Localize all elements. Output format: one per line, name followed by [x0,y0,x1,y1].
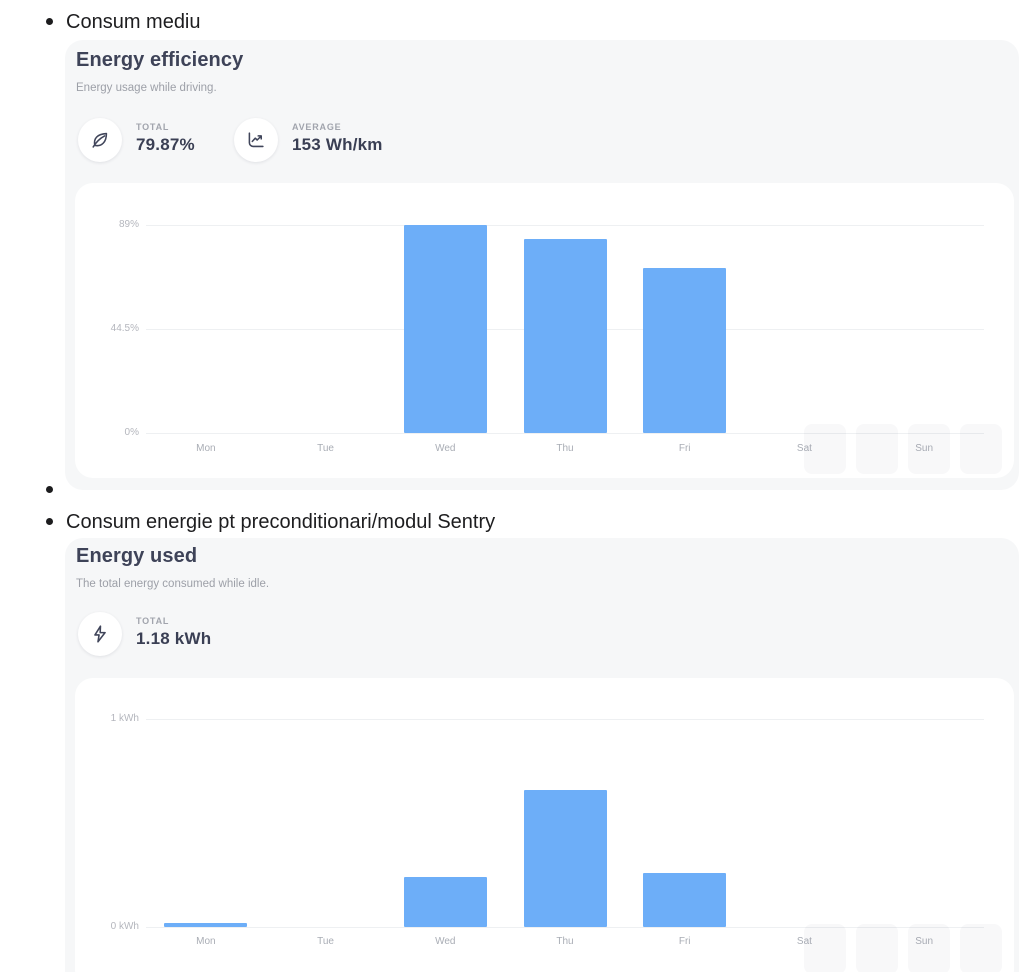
y-axis-tick-label: 1 kWh [110,713,139,724]
x-axis-tick-label: Tue [317,936,334,947]
x-axis-tick-label: Sun [915,936,934,947]
stat-label: TOTAL [136,616,170,626]
watermark-block [908,424,950,474]
energy-used-card: Energy used The total energy consumed wh… [65,538,1019,972]
watermark-block [804,924,846,972]
chart-watermark [804,924,1002,972]
x-axis-tick-label: Fri [678,443,691,454]
watermark-block [960,424,1002,474]
stat-icon-circle [78,118,122,162]
card-title: Energy used [76,545,198,567]
grid-line [146,927,984,928]
y-axis-tick-label: 89% [118,219,139,230]
bullet-text: Consum energie pt preconditionari/modul … [66,511,496,533]
bar-wed[interactable] [403,877,487,927]
x-axis-tick-label: Sat [796,443,812,454]
chart-watermark [804,424,1002,474]
bar-fri[interactable] [643,268,727,433]
lightning-icon [89,623,111,645]
stat-label: TOTAL [136,122,170,132]
energy-used-chart-panel: 1 kWh 0 kWh Mon Tue Wed Thu Fri Sat Sun [75,678,1014,972]
x-axis-tick-label: Thu [556,443,574,454]
bullet-item-consum-energie: Consum energie pt preconditionari/modul … [40,510,495,534]
x-axis-tick-label: Wed [435,443,456,454]
stat-text: TOTAL 79.87% [136,118,195,155]
watermark-block [856,924,898,972]
card-subtitle: The total energy consumed while idle. [76,578,270,590]
grid-line [146,225,984,226]
y-axis-tick-label: 44.5% [110,323,139,334]
stat-icon-circle [234,118,278,162]
stat-value: 1.18 kWh [136,629,212,648]
watermark-block [804,424,846,474]
stat-icon-circle [78,612,122,656]
stat-average-consumption: AVERAGE 153 Wh/km [234,118,383,162]
bullet-item-consum-mediu: Consum mediu [40,10,201,34]
y-axis-tick-label: 0 kWh [110,921,139,932]
watermark-block [908,924,950,972]
bar-fri[interactable] [643,872,727,927]
grid-line [146,719,984,720]
stat-text: AVERAGE 153 Wh/km [292,118,383,155]
x-axis-tick-label: Sat [796,936,812,947]
bar-thu[interactable] [523,789,607,927]
bar-mon[interactable] [164,922,248,927]
grid-line [146,433,984,434]
card-title: Energy efficiency [76,49,244,71]
x-axis-tick-label: Wed [435,936,456,947]
efficiency-bar-chart: 89% 44.5% 0% Mon Tue Wed Thu Fri Sat Sun [75,183,1014,478]
efficiency-chart-panel: 89% 44.5% 0% Mon Tue Wed Thu Fri Sat Sun [75,183,1014,478]
line-chart-icon [245,129,267,151]
x-axis-tick-label: Sun [915,443,934,454]
x-axis-tick-label: Thu [556,936,574,947]
energy-efficiency-card: Energy efficiency Energy usage while dri… [65,40,1019,490]
x-axis-tick-label: Mon [196,443,216,454]
watermark-block [856,424,898,474]
bar-wed[interactable] [403,225,487,433]
leaf-icon [89,129,111,151]
bar-thu[interactable] [523,239,607,433]
x-axis-tick-label: Mon [196,936,216,947]
bullet-dot [46,18,53,25]
stat-value: 79.87% [136,135,195,154]
bullet-dot [46,486,53,493]
y-axis-tick-label: 0% [124,427,139,438]
bullet-text: Consum mediu [66,11,201,33]
stat-value: 153 Wh/km [292,135,383,154]
watermark-block [960,924,1002,972]
stat-total-efficiency: TOTAL 79.87% [78,118,195,162]
stat-text: TOTAL 1.18 kWh [136,612,211,649]
x-axis-tick-label: Tue [317,443,334,454]
stat-total-energy: TOTAL 1.18 kWh [78,612,211,656]
energy-used-bar-chart: 1 kWh 0 kWh Mon Tue Wed Thu Fri Sat Sun [75,678,1014,972]
bullet-dot [46,518,53,525]
x-axis-tick-label: Fri [678,936,691,947]
card-subtitle: Energy usage while driving. [76,82,217,94]
stat-label: AVERAGE [292,122,342,132]
